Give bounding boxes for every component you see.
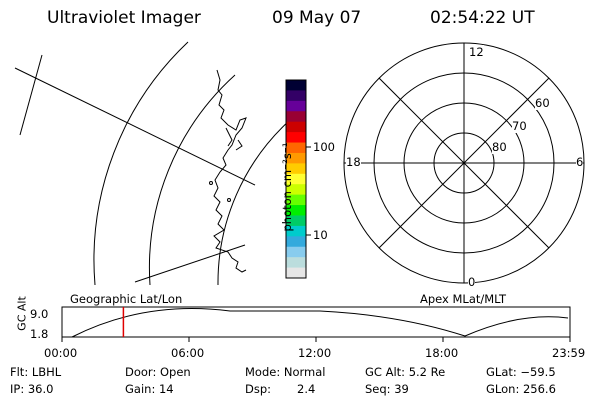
date-label: 09 May 07	[272, 8, 362, 28]
mode-info: Mode: Normal	[245, 365, 326, 379]
mlt-label-0: 0	[468, 275, 476, 289]
color-bar-segment	[286, 173, 306, 185]
seq-info: Seq: 39	[365, 382, 409, 396]
mlat-label-80: 80	[492, 140, 507, 154]
gc-alt-info: GC Alt: 5.2 Re	[365, 365, 446, 379]
color-bar-tick-label-10: 10	[313, 228, 328, 242]
filter-info: Flt: LBHL	[10, 365, 62, 379]
color-bar-segment	[286, 121, 306, 133]
color-bar-segment	[286, 184, 306, 196]
dsp-value: 2.4	[297, 382, 316, 396]
glon-info: GLon: 256.6	[486, 382, 556, 396]
color-bar-tick-label-100: 100	[313, 140, 335, 154]
ip-info: IP: 36.0	[10, 382, 54, 396]
polar-diagonal	[378, 77, 550, 249]
glat-info: GLat: −59.5	[486, 365, 556, 379]
gain-info: Gain: 14	[125, 382, 174, 396]
color-bar-segment	[286, 90, 306, 102]
island	[227, 198, 231, 202]
altitude-curve	[71, 307, 569, 338]
door-info: Door: Open	[125, 365, 191, 379]
map-latitude-line	[217, 119, 291, 286]
map-longitude-line	[14, 67, 256, 186]
color-bar-segment	[286, 152, 306, 164]
color-bar-segment	[286, 246, 306, 258]
altitude-xtick-label: 18:00	[425, 346, 459, 360]
color-bar-segment	[286, 194, 306, 206]
map-longitude-line	[19, 54, 43, 136]
color-bar-segment	[286, 111, 306, 123]
color-bar-segment	[286, 225, 306, 237]
color-bar-segment	[286, 80, 306, 91]
altitude-xtick-label: 00:00	[44, 346, 78, 360]
island	[209, 181, 213, 185]
color-bar-segment	[286, 236, 306, 248]
mlat-label-70: 70	[512, 119, 527, 133]
altitude-xtick-label: 06:00	[171, 346, 205, 360]
altitude-xtick-label: 12:00	[298, 346, 332, 360]
mlt-label-18: 18	[346, 155, 361, 169]
mlt-label-12: 12	[469, 45, 484, 59]
map-latitude-line	[148, 74, 236, 286]
color-bar-segment	[286, 257, 306, 269]
mlat-label-60: 60	[535, 96, 550, 110]
color-bar-segment	[286, 205, 306, 216]
app-title: Ultraviolet Imager	[47, 8, 201, 28]
mlt-label-6: 6	[576, 155, 584, 169]
map-panel-label: Geographic Lat/Lon	[70, 292, 183, 306]
dsp-label: Dsp:	[245, 382, 272, 396]
color-bar-segment	[286, 215, 306, 227]
map-latitude-line	[93, 41, 189, 286]
color-bar-segment	[286, 163, 306, 175]
altitude-ylabel: GC Alt	[15, 296, 29, 331]
color-bar-segment	[286, 267, 306, 279]
coastline	[213, 69, 247, 273]
coastline	[225, 127, 243, 151]
color-bar-frame	[285, 79, 307, 279]
time-label: 02:54:22 UT	[430, 8, 535, 28]
polar-panel-label: Apex MLat/MLT	[420, 292, 507, 306]
color-bar-segment	[286, 132, 306, 144]
altitude-xtick-label: 23:59	[552, 346, 586, 360]
color-bar-segment	[286, 100, 306, 112]
color-bar-segment	[286, 142, 306, 154]
altitude-ytick-bottom: 1.8	[30, 327, 49, 341]
altitude-ytick-top: 9.0	[30, 307, 49, 321]
